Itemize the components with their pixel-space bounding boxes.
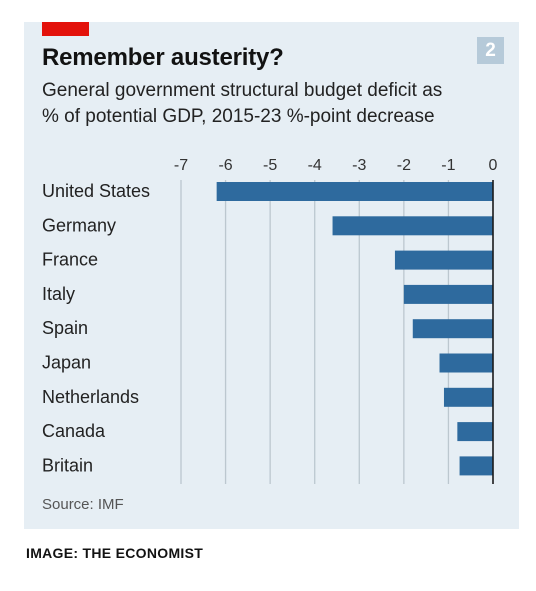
- bar: [412, 319, 493, 339]
- x-tick-label: -7: [174, 157, 188, 174]
- bar: [216, 182, 493, 201]
- bar: [457, 422, 493, 442]
- category-label: United States: [42, 181, 150, 201]
- bar: [403, 284, 493, 304]
- chart-title: Remember austerity?: [42, 44, 284, 71]
- bar: [332, 216, 493, 236]
- category-label: Japan: [42, 353, 91, 373]
- category-label: Britain: [42, 455, 93, 475]
- x-tick-label: -1: [441, 157, 455, 174]
- x-tick-label: -3: [352, 157, 366, 174]
- x-tick-label: -5: [263, 157, 277, 174]
- chart-subtitle-line-2: % of potential GDP, 2015-23 %-point decr…: [42, 106, 435, 127]
- bar: [394, 250, 493, 270]
- bars: [216, 182, 493, 476]
- category-label: France: [42, 250, 98, 270]
- image-credit: IMAGE: THE ECONOMIST: [26, 545, 204, 561]
- x-tick-label: 0: [489, 157, 498, 174]
- chart-number-badge: 2: [477, 37, 504, 64]
- x-tick-label: -2: [397, 157, 411, 174]
- chart-card: [24, 22, 519, 529]
- brand-accent-bar: [42, 22, 89, 36]
- category-label: Italy: [42, 284, 75, 304]
- x-tick-label: -4: [308, 157, 322, 174]
- x-axis-ticks: -7 -6 -5 -4 -3 -2 -1 0: [174, 157, 498, 174]
- chart-subtitle-line-1: General government structural budget def…: [42, 80, 443, 101]
- bar: [443, 387, 493, 407]
- x-tick-label: -6: [218, 157, 232, 174]
- category-label: Germany: [42, 215, 116, 235]
- category-label: Canada: [42, 421, 106, 441]
- category-label: Netherlands: [42, 387, 139, 407]
- category-labels: United States Germany France Italy Spain Japa…: [42, 181, 150, 475]
- source-note: Source: IMF: [42, 496, 124, 513]
- bar: [459, 456, 493, 476]
- bar: [439, 353, 493, 373]
- category-label: Spain: [42, 318, 88, 338]
